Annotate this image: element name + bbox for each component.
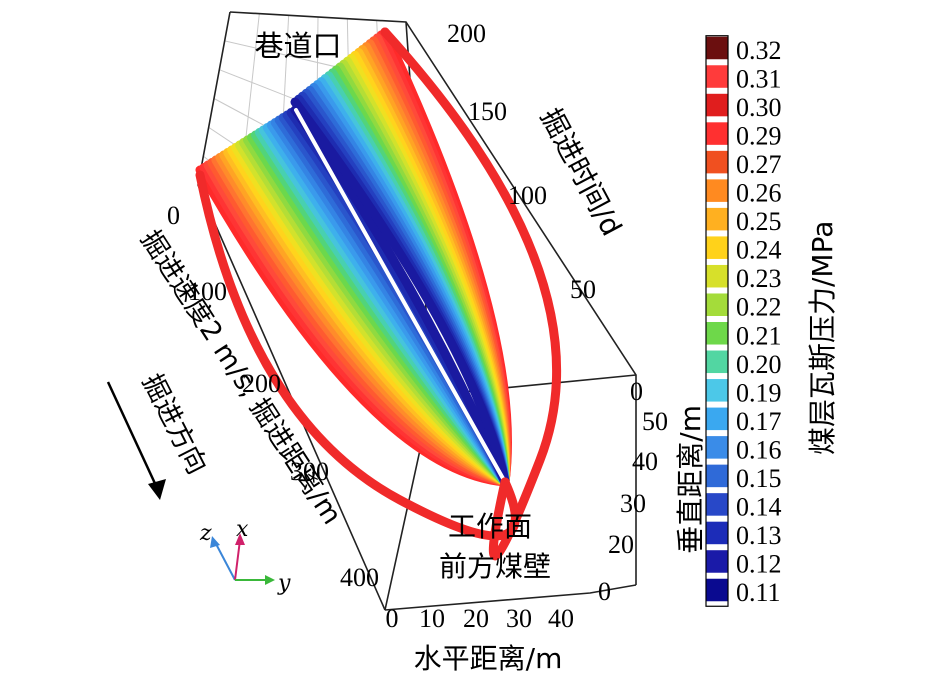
colorbar-tick-label: 0.20 [736, 350, 782, 379]
working-face-label-1: 工作面 [448, 510, 532, 543]
colorbar-tick-label: 0.27 [736, 150, 782, 179]
colorbar-tick-label: 0.17 [736, 407, 782, 436]
colorbar-tick-label: 0.25 [736, 207, 782, 236]
horizontal-axis: 0 10 20 30 40 水平距离/m [386, 604, 575, 675]
vert-tick-0: 0 [598, 577, 611, 606]
colorbar-tick-label: 0.24 [736, 236, 782, 265]
contour-band-left [290, 105, 510, 487]
colorbar-swatch [706, 207, 728, 231]
tunnel-entrance-label: 巷道口 [254, 29, 341, 63]
vert-tick-50: 50 [642, 407, 668, 436]
colorbar-tick-label: 0.14 [736, 492, 782, 521]
colorbar-tick-label: 0.16 [736, 435, 782, 464]
time-tick-100: 100 [508, 181, 547, 210]
colorbar-swatch [706, 179, 728, 202]
vertical-axis-label: 垂直距离/m [674, 405, 707, 554]
triad-z-label: z [199, 521, 212, 546]
colorbar-tick-label: 0.29 [736, 122, 782, 151]
vert-tick-40: 40 [632, 447, 658, 476]
dist-tick-300: 300 [290, 457, 329, 486]
contour-bands [195, 27, 561, 561]
horizontal-axis-label: 水平距离/m [414, 642, 563, 675]
dist-tick-200: 200 [242, 369, 281, 398]
horiz-tick-30: 30 [506, 604, 532, 633]
working-face-label-2: 前方煤壁 [439, 550, 551, 583]
tunnel-core-line [294, 108, 507, 484]
colorbar-tick-label: 0.12 [736, 549, 782, 578]
contour-outer-arc [380, 27, 561, 561]
horiz-tick-0: 0 [386, 604, 399, 633]
colorbar-label: 煤层瓦斯压力/MPa [806, 221, 839, 455]
axis-triad: z x y [199, 517, 291, 596]
triad-x-label: x [236, 517, 249, 542]
colorbar-swatch [706, 236, 728, 259]
colorbar-tick-label: 0.15 [736, 464, 782, 493]
direction-arrow [106, 381, 160, 491]
time-tick-200: 200 [447, 19, 486, 48]
dist-tick-100: 100 [188, 277, 227, 306]
colorbar-tick-label: 0.21 [736, 321, 782, 350]
direction-arrowhead-icon [148, 479, 166, 500]
time-axis-label: 掘进时间/d [534, 103, 628, 241]
horiz-tick-20: 20 [463, 604, 489, 633]
colorbar-swatch [706, 264, 728, 288]
colorbar-swatch [706, 65, 728, 88]
colorbar-swatch [706, 407, 728, 431]
colorbar-tick-label: 0.22 [736, 293, 782, 322]
colorbar-tick-label: 0.13 [736, 521, 782, 550]
contour-band-right [290, 97, 510, 487]
colorbar-swatch [706, 379, 728, 402]
horiz-tick-10: 10 [419, 604, 445, 633]
triad-y-label: y [277, 571, 291, 596]
colorbar-tick-label: 0.26 [736, 179, 782, 208]
direction-label: 掘进方向 [136, 369, 213, 479]
colorbar-tick-label: 0.11 [736, 578, 781, 607]
colorbar-swatch [706, 322, 728, 345]
dist-tick-400: 400 [340, 563, 379, 592]
colorbar-swatch [706, 122, 728, 145]
time-tick-50: 50 [570, 275, 596, 304]
dist-tick-0: 0 [167, 201, 180, 230]
vert-tick-30: 30 [620, 489, 646, 518]
direction-indicator: 掘进方向 [106, 369, 213, 500]
colorbar-swatch [706, 550, 728, 573]
colorbar-swatch [706, 36, 728, 60]
colorbar-tick-label: 0.30 [736, 93, 782, 122]
time-tick-0: 0 [630, 377, 643, 406]
colorbar: 0.320.310.300.290.270.260.250.240.230.22… [705, 35, 782, 607]
colorbar-swatch [706, 350, 728, 374]
colorbar-frame [705, 35, 729, 607]
colorbar-tick-label: 0.23 [736, 264, 782, 293]
colorbar-swatch [706, 521, 728, 545]
vert-tick-20: 20 [608, 530, 634, 559]
colorbar-swatch [706, 150, 728, 174]
colorbar-swatch [706, 578, 728, 602]
colorbar-tick-label: 0.32 [736, 36, 782, 65]
colorbar-swatch [706, 93, 728, 117]
horiz-tick-40: 40 [548, 604, 574, 633]
colorbar-swatch [706, 436, 728, 459]
colorbar-swatch [706, 464, 728, 488]
colorbar-swatch [706, 493, 728, 516]
colorbar-swatch [706, 293, 728, 316]
vertical-axis: 50 40 30 20 0 垂直距离/m [598, 405, 707, 606]
time-tick-150: 150 [468, 97, 507, 126]
colorbar-tick-label: 0.31 [736, 65, 782, 94]
colorbar-tick-label: 0.19 [736, 378, 782, 407]
